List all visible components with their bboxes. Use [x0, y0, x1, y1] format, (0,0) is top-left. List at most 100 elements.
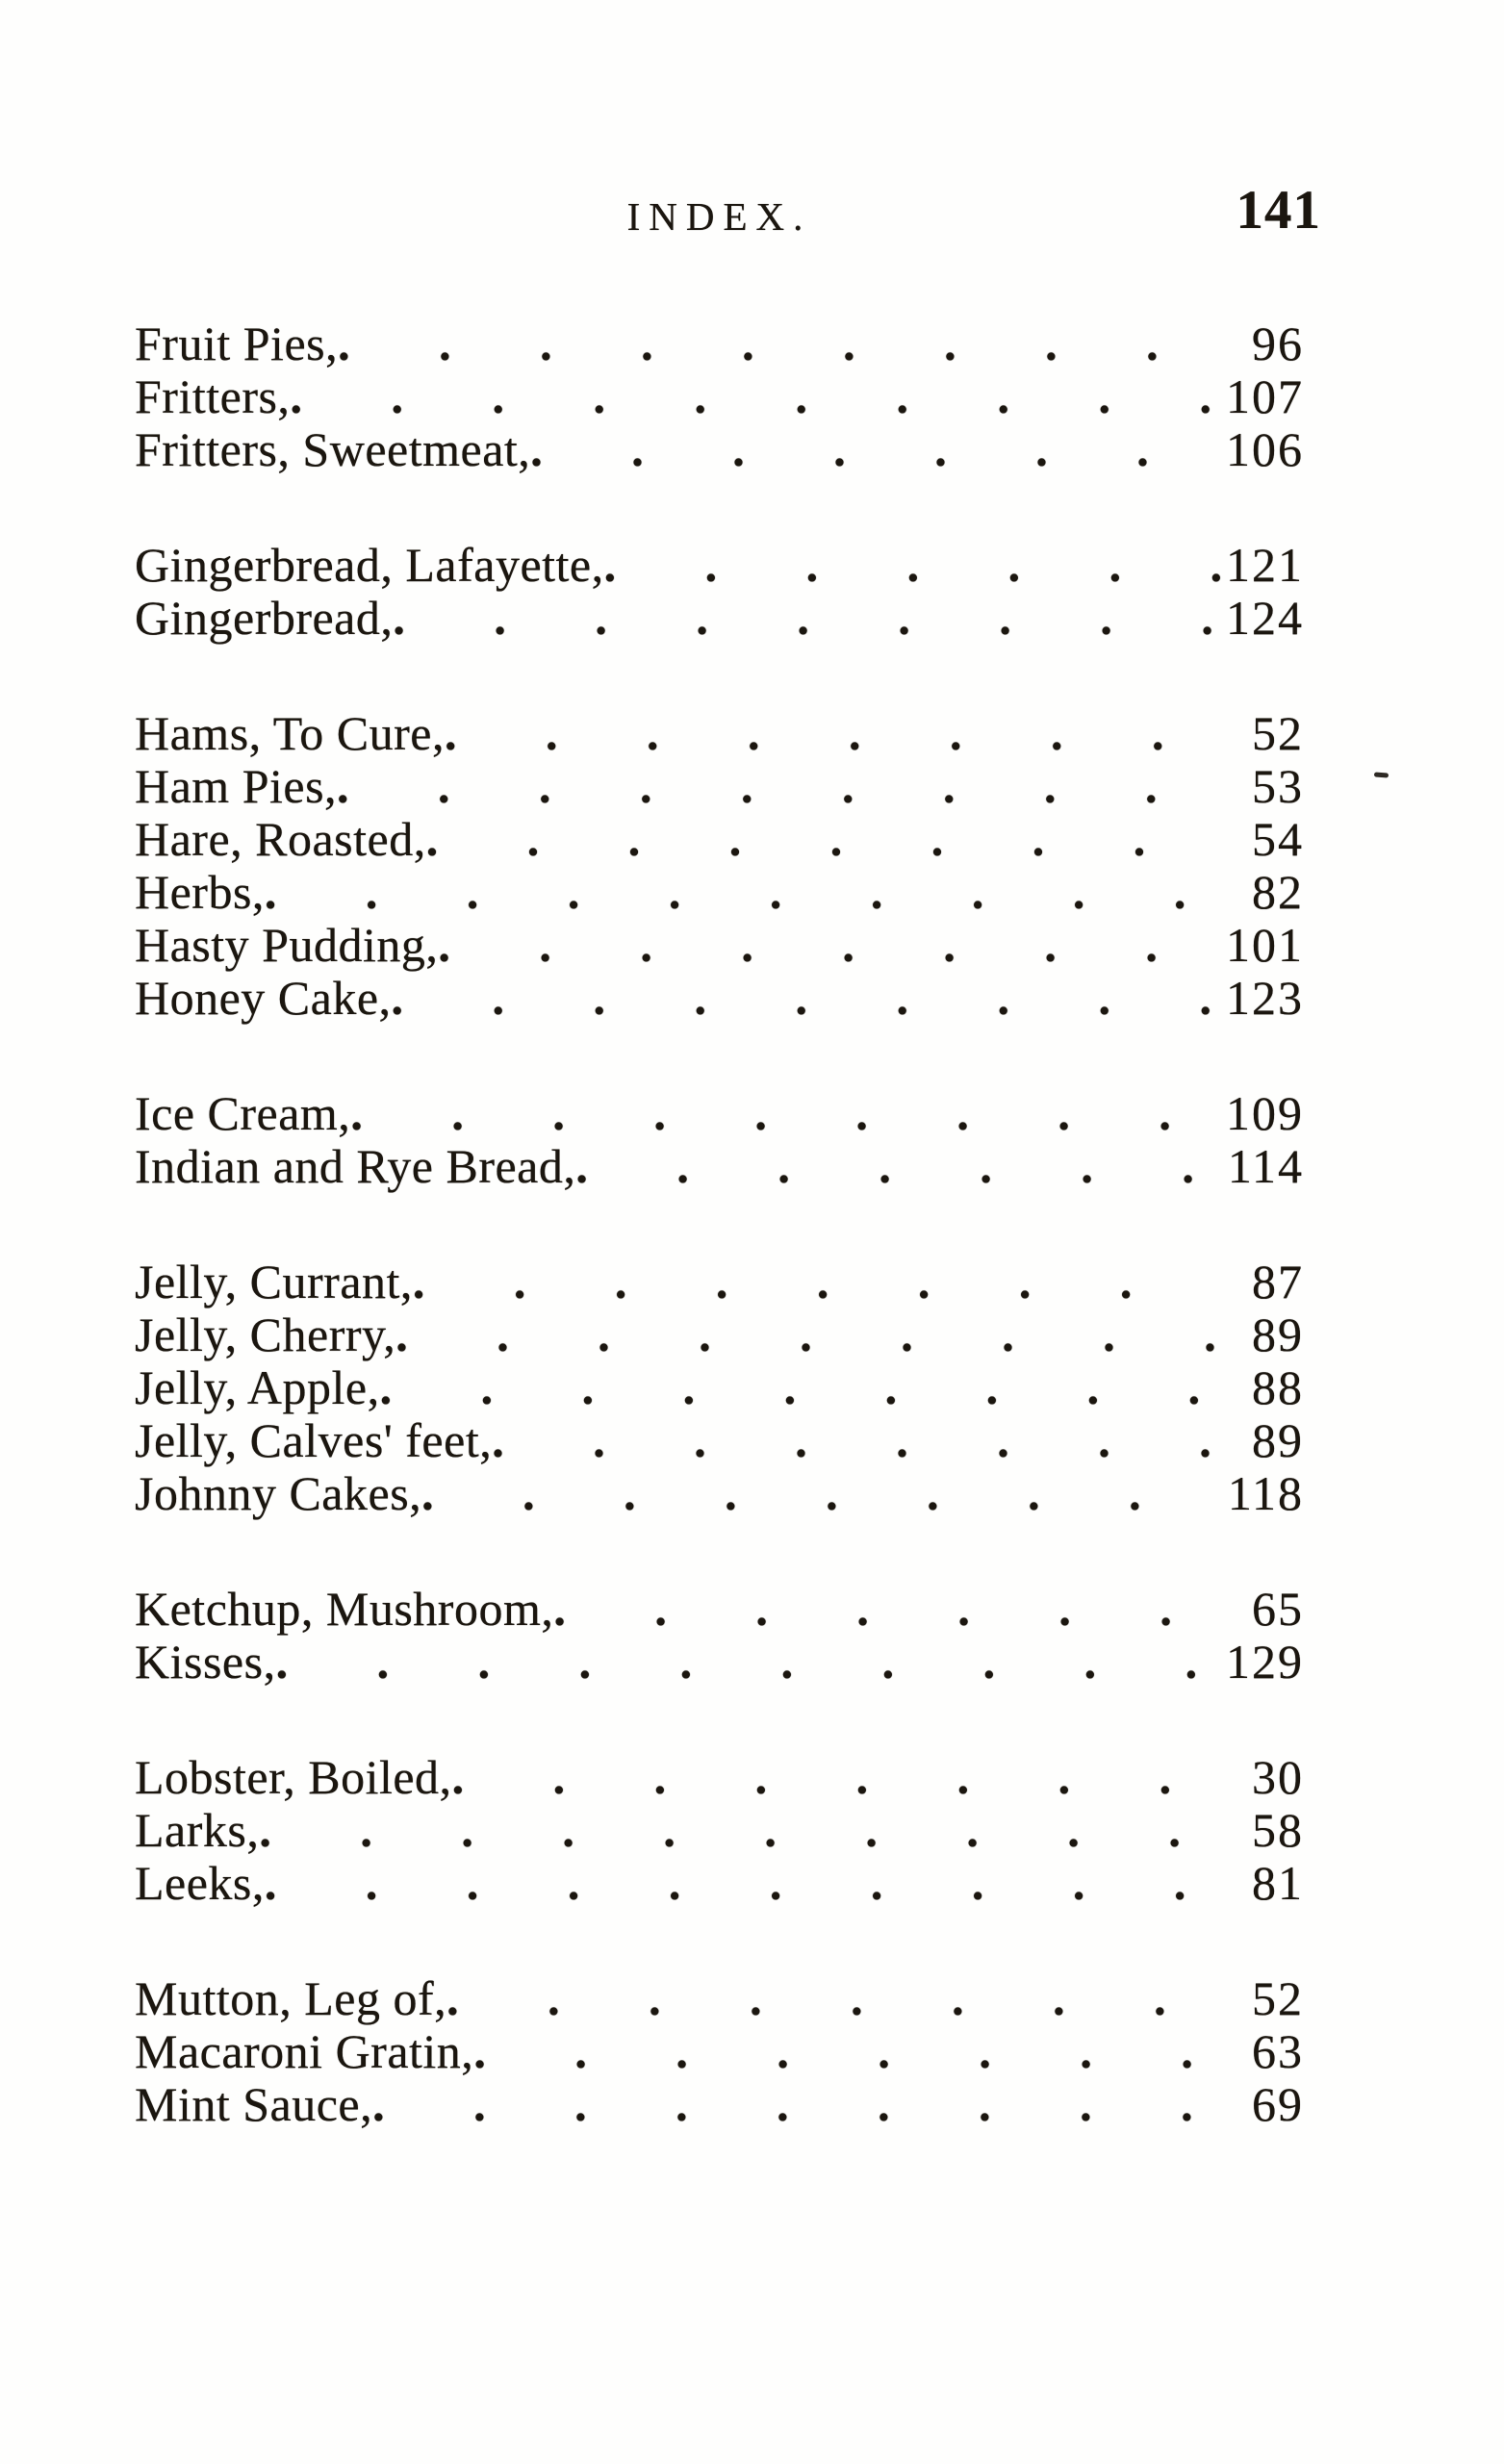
- index-section: Lobster, Boiled, . . . . . . . . . . . .…: [135, 1751, 1304, 1910]
- index-entry-page-number: 109: [1226, 1086, 1304, 1140]
- index-entry-page-number: 58: [1252, 1803, 1304, 1857]
- dot-leader: . . . . . . . . . . . . . .: [395, 1308, 1222, 1361]
- index-entry-page-number: 65: [1252, 1582, 1304, 1636]
- index-entry-row: Mint Sauce, . . . . . . . . . . . . . . …: [135, 2078, 1304, 2131]
- dot-leader: . . . . . . . . . . . . . .: [603, 539, 1222, 592]
- index-entry-row: Fruit Pies, . . . . . . . . . . . . . . …: [135, 318, 1304, 370]
- index-entry-label: Hams, To Cure,: [135, 706, 445, 760]
- index-entry-label: Kisses,: [135, 1635, 276, 1689]
- index-entry-page-number: 53: [1252, 759, 1304, 813]
- index-entry-page-number: 69: [1252, 2077, 1304, 2131]
- index-section: Gingerbread, Lafayette, . . . . . . . . …: [135, 539, 1304, 645]
- index-entry-label: Indian and Rye Bread,: [135, 1139, 576, 1193]
- index-entry-page-number: 114: [1227, 1139, 1304, 1193]
- index-entry-label: Jelly, Currant,: [135, 1255, 413, 1308]
- index-entry-page-number: 89: [1252, 1413, 1304, 1467]
- index-entry-row: Gingerbread, . . . . . . . . . . . . . .…: [135, 592, 1304, 645]
- dot-leader: . . . . . . . . . . . . . .: [259, 1804, 1222, 1857]
- dot-leader: . . . . . . . . . . . . . .: [379, 1361, 1222, 1414]
- index-entry-label: Fritters, Sweetmeat,: [135, 422, 531, 476]
- index-entry-row: Indian and Rye Bread, . . . . . . . . . …: [135, 1140, 1304, 1193]
- index-entry-label: Jelly, Apple,: [135, 1360, 380, 1414]
- index-entry-row: Hams, To Cure, . . . . . . . . . . . . .…: [135, 707, 1304, 760]
- index-entry-page-number: 123: [1226, 971, 1304, 1025]
- page-title: INDEX.: [626, 194, 812, 239]
- index-entry-row: Ham Pies, . . . . . . . . . . . . . . 53: [135, 760, 1304, 813]
- index-entry-row: Ketchup, Mushroom, . . . . . . . . . . .…: [135, 1583, 1304, 1636]
- index-entry-page-number: 89: [1252, 1308, 1304, 1361]
- index-entry-page-number: 87: [1252, 1255, 1304, 1308]
- dot-leader: . . . . . . . . . . . . . .: [337, 760, 1222, 813]
- index-entry-label: Leeks,: [135, 1856, 265, 1910]
- dot-leader: . . . . . . . . . . . . . .: [473, 2025, 1222, 2078]
- index-entry-page-number: 107: [1226, 369, 1304, 423]
- index-section: Jelly, Currant, . . . . . . . . . . . . …: [135, 1256, 1304, 1520]
- index-entry-label: Hare, Roasted,: [135, 812, 426, 866]
- index-entry-label: Mutton, Leg of,: [135, 1971, 447, 2025]
- index-entry-label: Gingerbread, Lafayette,: [135, 538, 604, 592]
- index-entry-row: Fritters, . . . . . . . . . . . . . . 10…: [135, 370, 1304, 423]
- index-entry-row: Larks, . . . . . . . . . . . . . . 58: [135, 1804, 1304, 1857]
- dot-leader: . . . . . . . . . . . . . .: [412, 1256, 1222, 1308]
- index-entry-row: Lobster, Boiled, . . . . . . . . . . . .…: [135, 1751, 1304, 1804]
- index-entry-page-number: 52: [1252, 706, 1304, 760]
- page-header: INDEX. 141: [135, 0, 1320, 260]
- index-entry-page-number: 101: [1226, 918, 1304, 972]
- index-entry-row: Jelly, Calves' feet, . . . . . . . . . .…: [135, 1414, 1304, 1467]
- index-entry-label: Ketchup, Mushroom,: [135, 1582, 554, 1636]
- index-entry-page-number: 96: [1252, 317, 1304, 370]
- index-entry-page-number: 106: [1226, 422, 1304, 476]
- dot-leader: . . . . . . . . . . . . . .: [393, 592, 1222, 645]
- index-entry-label: Jelly, Cherry,: [135, 1308, 396, 1361]
- index-entry-list: Fruit Pies, . . . . . . . . . . . . . . …: [135, 318, 1304, 2131]
- page-content: INDEX. 141 Fruit Pies, . . . . . . . . .…: [135, 0, 1320, 2131]
- index-entry-row: Honey Cake, . . . . . . . . . . . . . . …: [135, 972, 1304, 1025]
- scan-ink-artifact: [1373, 772, 1389, 778]
- index-entry-row: Mutton, Leg of, . . . . . . . . . . . . …: [135, 1972, 1304, 2025]
- dot-leader: . . . . . . . . . . . . . .: [421, 1467, 1222, 1520]
- index-entry-row: Hasty Pudding, . . . . . . . . . . . . .…: [135, 919, 1304, 972]
- index-entry-label: Macaroni Gratin,: [135, 2024, 474, 2078]
- folio-page-number: 141: [1236, 180, 1321, 241]
- index-section: Ketchup, Mushroom, . . . . . . . . . . .…: [135, 1583, 1304, 1689]
- index-section: Hams, To Cure, . . . . . . . . . . . . .…: [135, 707, 1304, 1025]
- index-entry-row: Ice Cream, . . . . . . . . . . . . . . 1…: [135, 1087, 1304, 1140]
- index-entry-row: Gingerbread, Lafayette, . . . . . . . . …: [135, 539, 1304, 592]
- dot-leader: . . . . . . . . . . . . . .: [575, 1140, 1222, 1193]
- index-entry-page-number: 129: [1226, 1635, 1304, 1689]
- dot-leader: . . . . . . . . . . . . . .: [350, 1087, 1222, 1140]
- dot-leader: . . . . . . . . . . . . . .: [290, 370, 1222, 423]
- dot-leader: . . . . . . . . . . . . . .: [553, 1583, 1222, 1636]
- index-entry-page-number: 54: [1252, 812, 1304, 866]
- index-entry-page-number: 88: [1252, 1360, 1304, 1414]
- index-entry-row: Jelly, Currant, . . . . . . . . . . . . …: [135, 1256, 1304, 1308]
- index-section: Mutton, Leg of, . . . . . . . . . . . . …: [135, 1972, 1304, 2131]
- index-entry-label: Larks,: [135, 1803, 260, 1857]
- index-entry-row: Kisses, . . . . . . . . . . . . . . 129: [135, 1636, 1304, 1689]
- index-entry-label: Johnny Cakes,: [135, 1466, 422, 1520]
- dot-leader: . . . . . . . . . . . . . .: [391, 972, 1222, 1025]
- dot-leader: . . . . . . . . . . . . . .: [338, 318, 1222, 370]
- index-entry-row: Jelly, Cherry, . . . . . . . . . . . . .…: [135, 1308, 1304, 1361]
- index-entry-label: Mint Sauce,: [135, 2077, 373, 2131]
- dot-leader: . . . . . . . . . . . . . .: [264, 866, 1222, 919]
- index-entry-page-number: 121: [1226, 538, 1304, 592]
- index-entry-row: Johnny Cakes, . . . . . . . . . . . . . …: [135, 1467, 1304, 1520]
- index-entry-page-number: 82: [1252, 865, 1304, 919]
- index-entry-label: Honey Cake,: [135, 971, 392, 1025]
- index-entry-row: Leeks, . . . . . . . . . . . . . . 81: [135, 1857, 1304, 1910]
- dot-leader: . . . . . . . . . . . . . .: [492, 1414, 1222, 1467]
- dot-leader: . . . . . . . . . . . . . .: [372, 2078, 1222, 2131]
- index-entry-label: Ice Cream,: [135, 1086, 351, 1140]
- index-entry-page-number: 63: [1252, 2024, 1304, 2078]
- index-entry-page-number: 81: [1252, 1856, 1304, 1910]
- index-section: Fruit Pies, . . . . . . . . . . . . . . …: [135, 318, 1304, 476]
- dot-leader: . . . . . . . . . . . . . .: [264, 1857, 1222, 1910]
- dot-leader: . . . . . . . . . . . . . .: [425, 813, 1222, 866]
- dot-leader: . . . . . . . . . . . . . .: [275, 1636, 1222, 1689]
- index-entry-row: Hare, Roasted, . . . . . . . . . . . . .…: [135, 813, 1304, 866]
- index-entry-label: Jelly, Calves' feet,: [135, 1413, 493, 1467]
- dot-leader: . . . . . . . . . . . . . .: [438, 919, 1222, 972]
- dot-leader: . . . . . . . . . . . . . .: [451, 1751, 1222, 1804]
